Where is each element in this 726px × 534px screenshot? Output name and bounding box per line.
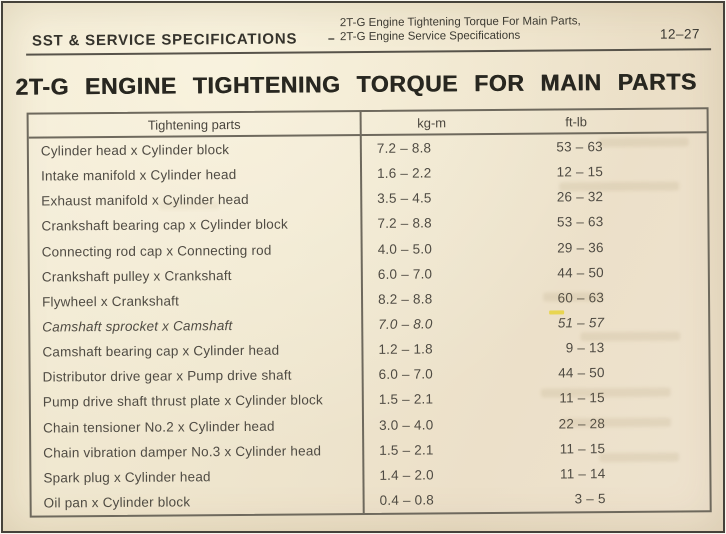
ftlb-value: 53 – 63	[502, 209, 707, 236]
bleed-through-artifact	[580, 331, 681, 342]
ftlb-value-text: 12 – 15	[556, 164, 604, 180]
ftlb-value-text: 29 – 36	[557, 239, 604, 256]
ftlb-value: 44 – 50	[503, 259, 708, 286]
masthead-subtitle-line-1: 2T-G Engine Tightening Torque For Main P…	[339, 15, 581, 30]
ftlb-value-text: 26 – 32	[556, 189, 604, 205]
part-name: Camshaft bearing cap x Cylinder head	[30, 337, 364, 365]
kgm-value: 7.0 – 8.0	[378, 316, 433, 332]
kgm-value: 8.2 – 8.8	[377, 291, 433, 307]
kgm-value: 3.0 – 4.0	[378, 417, 434, 433]
part-name: Exhaust manifold x Cylinder head	[29, 186, 363, 215]
part-name: Pump drive shaft thrust plate x Cylinder…	[30, 387, 364, 416]
ftlb-value-text: 3 – 5	[574, 491, 606, 507]
masthead-subtitle: 2T-G Engine Tightening Torque For Main P…	[340, 15, 581, 44]
page-number: 12–27	[659, 26, 701, 42]
ftlb-value-text: 11 – 14	[559, 465, 606, 482]
part-name: Distributor drive gear x Pump drive shaf…	[30, 362, 364, 391]
part-name: Camshaft sprocket x Camshaft	[30, 311, 364, 340]
ftlb-value: 44 – 50	[504, 360, 709, 387]
bleed-through-artifact	[599, 452, 680, 463]
part-name: Crankshaft pulley x Crankshaft	[29, 261, 363, 290]
part-name: Oil pan x Cylinder block	[31, 487, 365, 516]
ftlb-value: 11 – 14	[504, 460, 709, 487]
kgm-value: 7.2 – 8.8	[376, 140, 432, 156]
part-name: Flywheel x Crankshaft	[29, 286, 364, 315]
ftlb-value-text: 11 – 15	[559, 440, 606, 457]
kgm-value: 1.5 – 2.1	[379, 442, 434, 458]
bleed-through-artifact	[542, 292, 604, 302]
bleed-through-artifact	[559, 181, 680, 192]
column-header-ftlb: ft-lb	[565, 113, 588, 129]
part-name: Spark plug x Cylinder head	[31, 462, 365, 491]
part-name: Chain tensioner No.2 x Cylinder head	[30, 412, 365, 441]
kgm-value: 3.5 – 4.5	[377, 190, 432, 207]
column-header-tightening-parts: Tightening parts	[28, 112, 362, 137]
section-title: SST & SERVICE SPECIFICATIONS	[31, 30, 298, 50]
part-name: Intake manifold x Cylinder head	[28, 161, 363, 189]
part-name: Chain vibration damper No.3 x Cylinder h…	[31, 437, 365, 466]
page-title: 2T-G ENGINE TIGHTENING TORQUE FOR MAIN P…	[15, 68, 697, 100]
table-row: Oil pan x Cylinder block 0.4 – 0.8 3 – 5	[31, 485, 710, 516]
part-name: Crankshaft bearing cap x Cylinder block	[29, 211, 363, 240]
ftlb-value: 29 – 36	[503, 234, 708, 261]
bleed-through-artifact	[159, 201, 220, 210]
bleed-through-artifact	[598, 137, 689, 148]
kgm-value: 7.2 – 8.8	[377, 215, 432, 232]
kgm-value: 1.4 – 2.0	[379, 467, 434, 483]
masthead: SST & SERVICE SPECIFICATIONS – 2T-G Engi…	[28, 12, 702, 53]
ftlb-value-text: 44 – 50	[558, 365, 605, 381]
bleed-through-artifact	[540, 387, 671, 398]
part-name: Cylinder head x Cylinder block	[28, 136, 362, 164]
bleed-through-artifact	[560, 417, 672, 428]
ftlb-value-text: 9 – 13	[565, 340, 605, 356]
kgm-value: 1.6 – 2.2	[376, 165, 432, 182]
ftlb-value-text: 53 – 63	[556, 214, 604, 230]
kgm-value: 6.0 – 7.0	[377, 266, 433, 282]
part-name: Connecting rod cap x Connecting rod	[29, 236, 363, 265]
kgm-value: 1.2 – 1.8	[378, 341, 433, 358]
column-header-kgm: kg-m	[417, 114, 447, 131]
kgm-value: 1.5 – 2.1	[378, 391, 434, 408]
ftlb-value-text: 51 – 57	[557, 315, 605, 331]
ftlb-value-text: 53 – 63	[556, 139, 603, 155]
ftlb-value-text: 44 – 50	[557, 264, 604, 281]
kgm-value: 4.0 – 5.0	[377, 241, 433, 257]
ftlb-value: 3 – 5	[505, 485, 710, 512]
kgm-value: 0.4 – 0.8	[379, 492, 435, 508]
ftlb-value: 60 – 63	[503, 284, 708, 311]
kgm-value: 6.0 – 7.0	[378, 366, 434, 383]
masthead-dash: –	[327, 31, 335, 46]
yellow-highlight-mark	[549, 310, 565, 315]
masthead-subtitle-line-2: 2T-G Engine Service Specifications	[339, 29, 521, 43]
